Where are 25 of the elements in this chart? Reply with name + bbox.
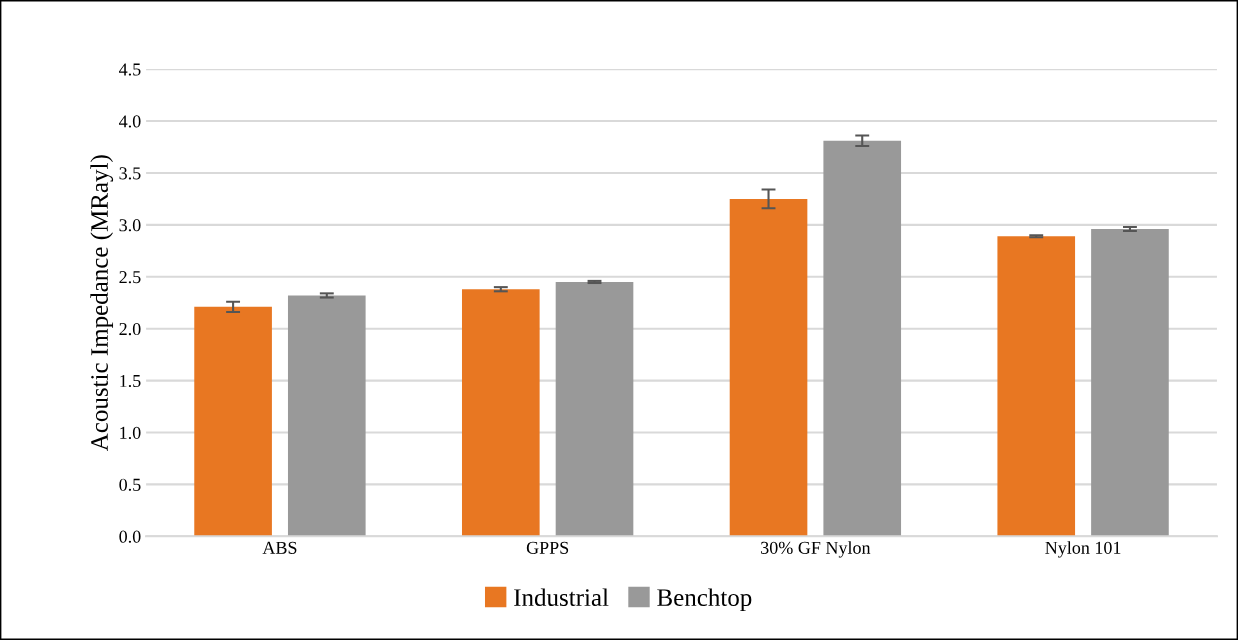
y-tick-label: 4.5: [119, 63, 141, 76]
bar: [461, 289, 540, 537]
bar: [555, 281, 634, 537]
legend-label: Benchtop: [657, 588, 752, 612]
y-tick-label: 1.0: [120, 426, 141, 440]
x-tick-label: GPPS: [526, 541, 569, 554]
bar: [1091, 229, 1169, 537]
bar: [194, 306, 272, 537]
legend-label: Industrial: [514, 588, 609, 607]
bar: [729, 198, 808, 537]
bar: [823, 140, 902, 537]
y-tick-label: 0.0: [119, 530, 141, 543]
bar: [997, 236, 1076, 537]
y-tick-label: 3.5: [119, 167, 141, 180]
x-tick-label: 30% GF Nylon: [761, 541, 871, 558]
y-tick-label: 0.5: [119, 478, 141, 491]
x-tick-label: ABS: [262, 541, 297, 554]
y-tick-label: 2.5: [119, 271, 141, 284]
x-tick-label: Nylon 101: [1045, 541, 1121, 558]
y-tick-label: 4.0: [119, 115, 141, 128]
y-tick-label: 3.0: [119, 219, 141, 232]
bar: [287, 295, 366, 537]
y-tick-label: 1.5: [120, 374, 141, 388]
y-tick-label: 2.0: [119, 322, 141, 336]
y-axis-title: Acoustic Impedance (MRayl): [90, 155, 114, 452]
